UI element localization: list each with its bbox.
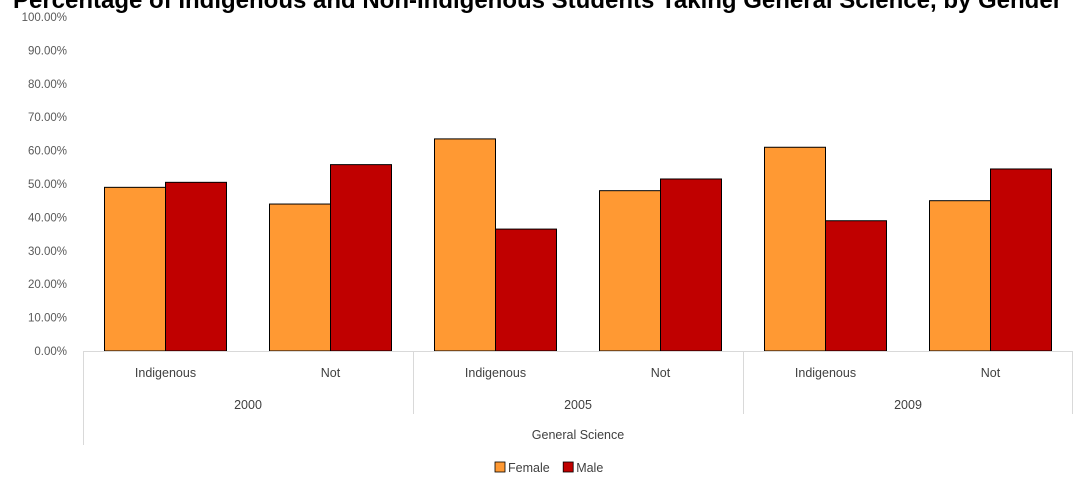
- category-label: Not: [321, 366, 341, 380]
- legend-label: Female: [508, 461, 550, 475]
- bar-male-3: [660, 178, 722, 352]
- bar-female-5: [929, 200, 991, 352]
- bar-male-5: [990, 168, 1052, 352]
- chart-title: Percentage of Indigenous and Non-Indigen…: [12, 0, 1063, 14]
- bar-male-2: [495, 228, 557, 352]
- y-tick-label: 20.00%: [28, 279, 67, 291]
- y-tick-label: 100.00%: [22, 12, 67, 24]
- y-tick-label: 10.00%: [28, 313, 67, 325]
- category-label: Indigenous: [795, 366, 856, 380]
- legend-swatch: [494, 461, 506, 473]
- category-label: Not: [981, 366, 1001, 380]
- year-label: 2000: [234, 398, 262, 412]
- legend: Female Male: [494, 461, 603, 475]
- category-labels: Indigenous Not Indigenous Not Indigenous Not 2…: [135, 366, 1001, 442]
- bar-male-0: [165, 181, 227, 352]
- y-tick-label: 60.00%: [28, 146, 67, 158]
- category-label: Indigenous: [465, 366, 526, 380]
- category-label: Not: [651, 366, 671, 380]
- y-tick-label: 30.00%: [28, 246, 67, 258]
- year-label: 2009: [894, 398, 922, 412]
- bar-female-4: [764, 146, 826, 352]
- bar-male-4: [825, 220, 887, 352]
- legend-swatch: [562, 461, 574, 473]
- y-tick-label: 80.00%: [28, 79, 67, 91]
- bar-female-0: [104, 186, 166, 352]
- subject-label: General Science: [532, 428, 624, 442]
- bar-female-2: [434, 138, 496, 352]
- y-axis-ticks: 0.00% 10.00% 20.00% 30.00% 40.00% 50.00% 60.00…: [22, 12, 67, 358]
- y-tick-label: 40.00%: [28, 212, 67, 224]
- bar-male-1: [330, 164, 392, 352]
- legend-label: Male: [576, 461, 603, 475]
- axes: [83, 351, 1073, 445]
- y-tick-label: 0.00%: [34, 346, 67, 358]
- bar-group: [104, 138, 1052, 352]
- bar-female-1: [269, 203, 331, 352]
- y-tick-label: 90.00%: [28, 45, 67, 57]
- category-label: Indigenous: [135, 366, 196, 380]
- year-label: 2005: [564, 398, 592, 412]
- y-tick-label: 70.00%: [28, 112, 67, 124]
- y-tick-label: 50.00%: [28, 179, 67, 191]
- bar-female-3: [599, 190, 661, 352]
